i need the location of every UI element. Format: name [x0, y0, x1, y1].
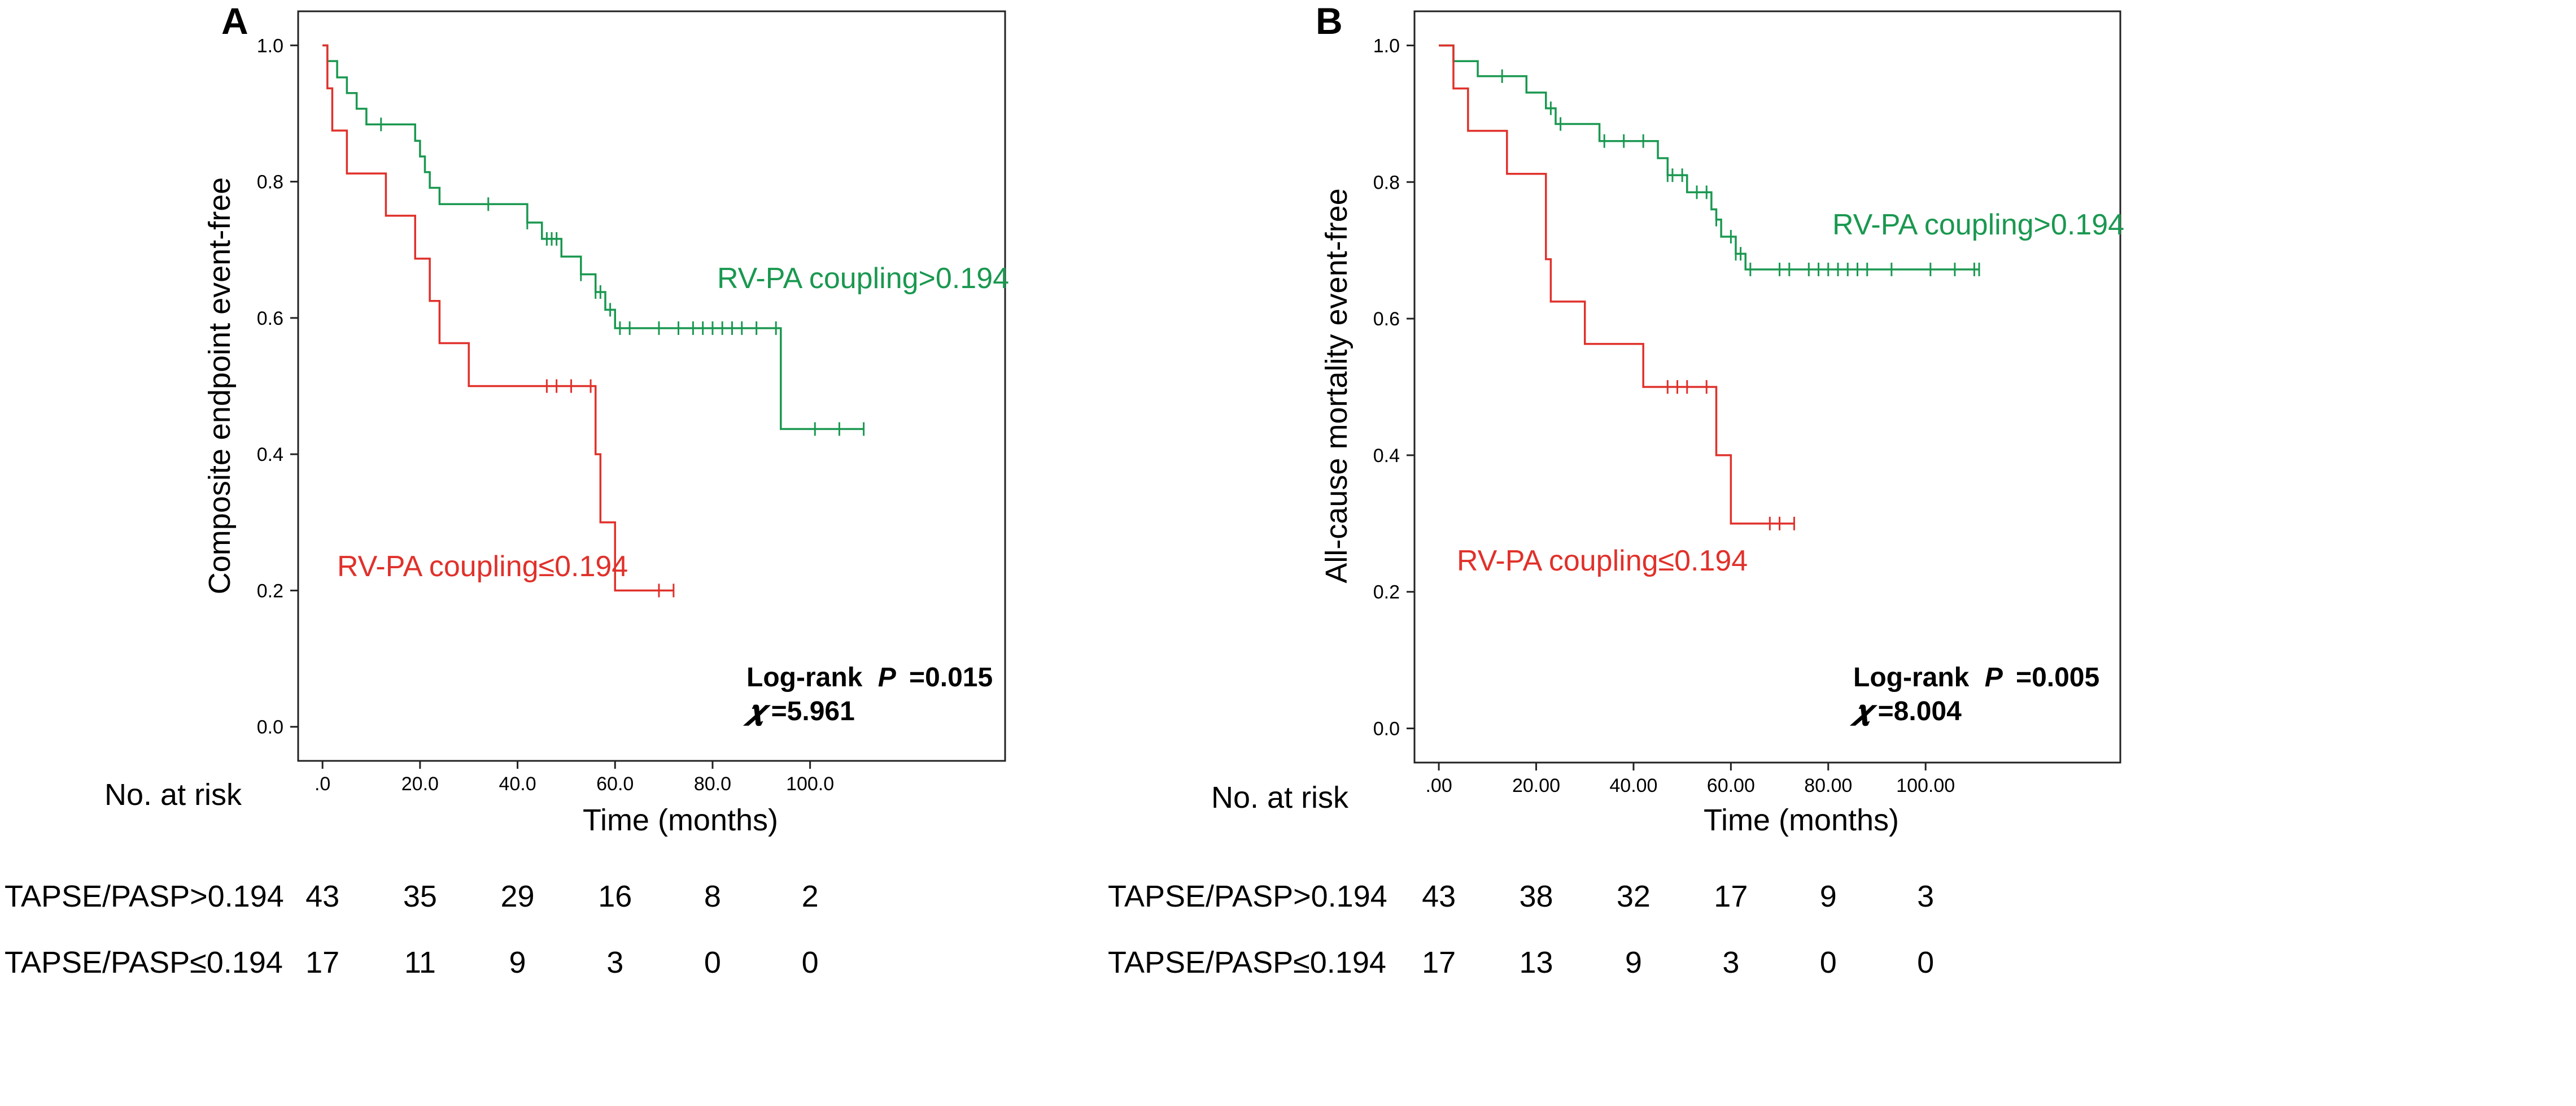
panel-b-log-rank: Log-rank P =0.005 — [1853, 663, 2099, 693]
risk-count: 17 — [1714, 879, 1748, 913]
panel-a-label-high-coupling: RV-PA coupling>0.194 — [717, 262, 1009, 295]
risk-count: 35 — [403, 879, 437, 913]
panel-a-label-low-coupling: RV-PA coupling≤0.194 — [337, 550, 628, 583]
x-tick-label: 20.0 — [401, 773, 439, 795]
y-tick-label: 0.4 — [1373, 445, 1400, 467]
panel-a-y-ticks: 0.0 0.2 0.4 0.6 0.8 1.0 — [257, 35, 298, 738]
risk-count: 38 — [1519, 879, 1553, 913]
x-tick-label: 40.00 — [1609, 775, 1657, 796]
risk-count: 0 — [1917, 946, 1934, 979]
risk-count: 3 — [1722, 946, 1739, 979]
risk-count: 3 — [606, 946, 623, 979]
risk-count: 43 — [305, 879, 339, 913]
risk-count: 11 — [404, 946, 436, 979]
risk-count: 17 — [305, 946, 339, 979]
survival-curve-high-coupling — [322, 44, 864, 430]
panel-a: A 0.0 0.2 0.4 0.6 0.8 1.0 .0 20.0 40.0 60.0 80.0 1… — [203, 0, 1009, 837]
x-tick-label: .0 — [315, 773, 330, 795]
panel-b-frame — [1413, 10, 2121, 764]
x-tick-label: 80.00 — [1804, 775, 1852, 796]
panel-b-x-ticks: .00 20.00 40.00 60.00 80.00 100.00 — [1425, 763, 1955, 796]
survival-curve-high-coupling — [1439, 44, 1979, 271]
risk-table-a-row-high-label: TAPSE/PASP>0.194 — [5, 879, 284, 913]
panel-b-log-rank-label: Log-rank — [1853, 663, 1970, 693]
panel-b-x-axis-label: Time (months) — [1704, 803, 1899, 837]
panel-b-y-axis-label: All-cause mortality event-free — [1320, 188, 1354, 583]
panel-a-p-value: =0.015 — [909, 663, 993, 693]
risk-table-b: No. at risk TAPSE/PASP>0.194 TAPSE/PASP≤… — [1108, 781, 1934, 979]
panel-b-y-ticks: 0.0 0.2 0.4 0.6 0.8 1.0 — [1373, 35, 1414, 740]
risk-count: 9 — [509, 946, 526, 979]
x-tick-label: 40.0 — [499, 773, 536, 795]
panel-a-curves — [322, 44, 865, 598]
y-tick-label: 0.0 — [1373, 719, 1400, 740]
y-tick-label: 0.6 — [1373, 308, 1400, 330]
panel-a-p-symbol: P — [878, 663, 897, 693]
y-tick-label: 0.2 — [1373, 582, 1400, 603]
y-tick-label: 0.4 — [257, 444, 283, 465]
panel-a-chi-value: =5.961 — [771, 696, 855, 726]
x-tick-label: 80.0 — [694, 773, 731, 795]
panel-a-log-rank: Log-rank P =0.015 — [746, 663, 993, 693]
risk-table-b-row-low-label: TAPSE/PASP≤0.194 — [1108, 946, 1386, 979]
panel-b-letter: B — [1316, 0, 1343, 42]
panel-a-log-rank-label: Log-rank — [746, 663, 863, 693]
x-tick-label: 100.0 — [786, 773, 834, 795]
panel-a-chi-square: 𝝌 =5.961 — [743, 696, 855, 726]
risk-count: 17 — [1422, 946, 1456, 979]
y-tick-label: 0.8 — [257, 172, 283, 193]
risk-count: 8 — [704, 879, 721, 913]
risk-count: 29 — [501, 879, 535, 913]
risk-count: 3 — [1917, 879, 1934, 913]
survival-curve-low-coupling — [322, 44, 674, 592]
risk-table-b-title: No. at risk — [1211, 781, 1349, 815]
panel-a-y-axis-label: Composite endpoint event-free — [203, 177, 237, 594]
panel-b-p-symbol: P — [1985, 663, 2003, 693]
y-tick-label: 0.8 — [1373, 172, 1400, 193]
panel-b-label-low-coupling: RV-PA coupling≤0.194 — [1457, 545, 1748, 577]
risk-table-a: No. at risk TAPSE/PASP>0.194 TAPSE/PASP≤… — [5, 778, 819, 979]
x-tick-label: 60.00 — [1707, 775, 1755, 796]
risk-count: 43 — [1422, 879, 1456, 913]
y-tick-label: 1.0 — [257, 35, 283, 56]
y-tick-label: 0.0 — [257, 717, 283, 738]
x-tick-label: 20.00 — [1512, 775, 1560, 796]
panel-b-chi-value: =8.004 — [1878, 696, 1962, 726]
risk-table-b-row-high-label: TAPSE/PASP>0.194 — [1108, 879, 1387, 913]
panel-b-p-value: =0.005 — [2016, 663, 2099, 693]
panel-b: B 0.0 0.2 0.4 0.6 0.8 1.0 .00 20.00 40.00 60.00 8… — [1316, 0, 2124, 837]
risk-table-a-title: No. at risk — [104, 778, 242, 812]
risk-table-b-values: 43 38 32 17 9 3 17 13 9 3 0 0 — [1422, 879, 1934, 979]
survival-curve-low-coupling — [1439, 44, 1795, 525]
risk-count: 2 — [802, 879, 819, 913]
risk-count: 16 — [598, 879, 632, 913]
panel-a-frame — [297, 10, 1006, 762]
risk-count: 9 — [1820, 879, 1837, 913]
panel-b-chi-square: 𝝌 =8.004 — [1849, 696, 1962, 726]
x-tick-label: 100.00 — [1896, 775, 1955, 796]
risk-count: 32 — [1617, 879, 1651, 913]
panel-b-curves — [1439, 44, 1980, 530]
risk-count: 0 — [802, 946, 819, 979]
panel-b-label-high-coupling: RV-PA coupling>0.194 — [1832, 208, 2124, 241]
risk-count: 0 — [1820, 946, 1837, 979]
panel-b-chi-symbol: 𝝌 — [1849, 696, 1878, 726]
x-tick-label: 60.0 — [596, 773, 634, 795]
risk-count: 9 — [1625, 946, 1642, 979]
panel-a-x-ticks: .0 20.0 40.0 60.0 80.0 100.0 — [315, 761, 834, 795]
risk-count: 0 — [704, 946, 721, 979]
y-tick-label: 0.2 — [257, 580, 283, 602]
x-tick-label: .00 — [1425, 775, 1452, 796]
panel-a-letter: A — [221, 0, 248, 42]
risk-table-a-values: 43 35 29 16 8 2 17 11 9 3 0 0 — [305, 879, 819, 979]
risk-count: 13 — [1519, 946, 1553, 979]
y-tick-label: 1.0 — [1373, 35, 1400, 56]
y-tick-label: 0.6 — [257, 308, 283, 329]
risk-table-a-row-low-label: TAPSE/PASP≤0.194 — [5, 946, 283, 979]
panel-a-chi-symbol: 𝝌 — [743, 696, 771, 726]
panel-a-x-axis-label: Time (months) — [583, 803, 778, 837]
